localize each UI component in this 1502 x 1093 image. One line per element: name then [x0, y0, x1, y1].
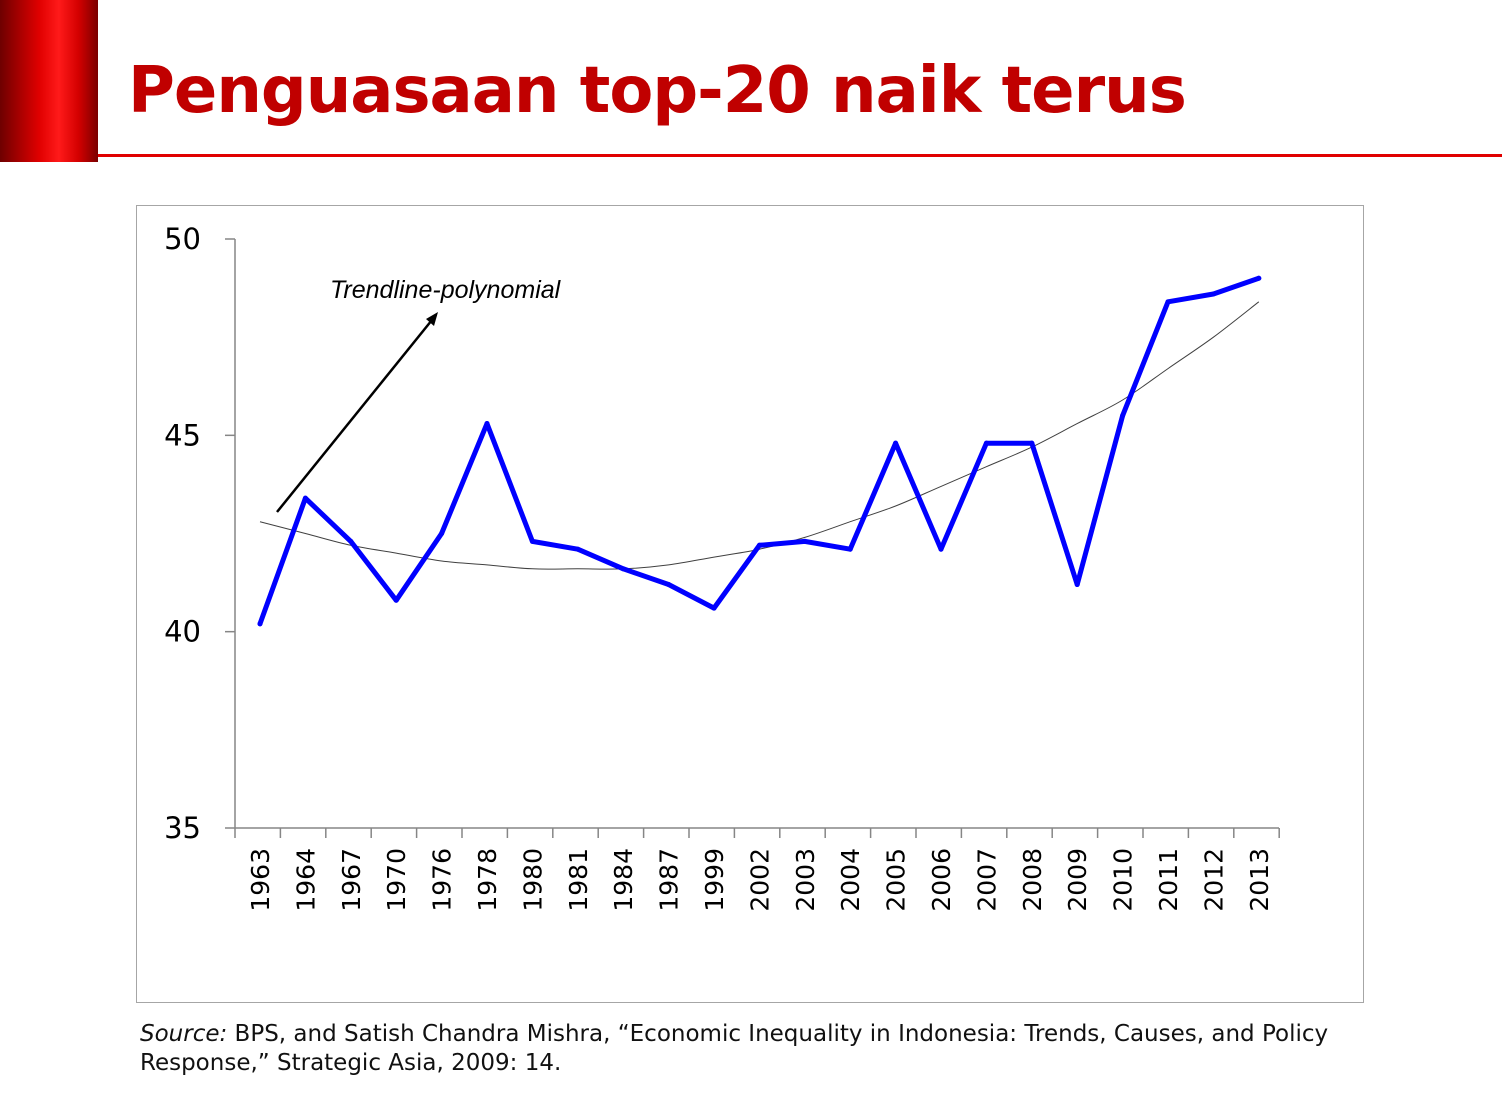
data-point — [802, 538, 808, 544]
data-point — [983, 440, 989, 446]
series-line — [257, 275, 1262, 627]
x-tick-label: 1967 — [337, 848, 366, 912]
x-tick-label: 1987 — [655, 848, 684, 912]
x-tick-label: 2009 — [1063, 848, 1092, 912]
x-tick-label: 1999 — [700, 848, 729, 912]
data-point — [1120, 413, 1126, 419]
x-tick-label: 2010 — [1109, 848, 1138, 912]
x-tick-label: 2002 — [745, 848, 774, 912]
data-point — [302, 495, 308, 501]
y-tick-label: 35 — [164, 811, 201, 845]
data-point — [1165, 299, 1171, 305]
source-text: BPS, and Satish Chandra Mishra, “Economi… — [140, 1021, 1329, 1076]
x-tick-label: 2007 — [972, 848, 1001, 912]
x-tick-label: 1980 — [518, 848, 547, 912]
line-chart: 50 45 40 35 1963 1964 1967 1970 1976 1978 1980 198… — [164, 222, 1280, 912]
x-tick-label: 1964 — [291, 848, 320, 912]
data-point — [938, 546, 944, 552]
data-point — [393, 597, 399, 603]
data-point — [348, 538, 354, 544]
data-point — [1074, 582, 1080, 588]
x-tick-label: 2012 — [1199, 848, 1228, 912]
title-underline — [98, 154, 1502, 157]
x-tick-label: 1978 — [473, 848, 502, 912]
data-point — [575, 546, 581, 552]
data-point — [893, 440, 899, 446]
x-tick-label: 2008 — [1018, 848, 1047, 912]
source-label: Source: — [140, 1021, 228, 1047]
title-accent-block — [0, 0, 98, 162]
data-point — [756, 542, 762, 548]
data-point — [439, 531, 445, 536]
x-tick-label: 1976 — [428, 848, 457, 912]
x-tick-label: 2004 — [836, 848, 865, 912]
data-point — [257, 621, 263, 627]
trendline-polynomial — [259, 301, 1260, 570]
x-tick-label: 1984 — [609, 848, 638, 912]
data-point — [847, 546, 853, 552]
data-point — [666, 582, 672, 588]
source-citation: Source: BPS, and Satish Chandra Mishra, … — [140, 1020, 1440, 1078]
data-point — [1029, 440, 1035, 446]
data-point — [1210, 291, 1216, 297]
y-tick-label: 45 — [164, 418, 201, 452]
data-point — [1256, 275, 1262, 281]
x-tick-label: 2003 — [791, 848, 820, 912]
data-point — [711, 605, 717, 611]
x-tick-label: 1981 — [564, 848, 593, 912]
y-tick-label: 40 — [164, 615, 201, 649]
x-tick-label: 2006 — [927, 848, 956, 912]
data-point — [620, 566, 626, 572]
trendline-arrow-head — [426, 312, 438, 326]
x-tick-label: 2013 — [1245, 848, 1274, 912]
data-point — [529, 538, 535, 544]
slide-title: Penguasaan top-20 naik terus — [128, 54, 1187, 128]
x-tick-label: 2005 — [882, 848, 911, 912]
x-tick-label: 2011 — [1154, 848, 1183, 912]
x-tick-label: 1963 — [246, 848, 275, 912]
chart-frame: 50 45 40 35 1963 1964 1967 1970 1976 1978 1980 198… — [136, 205, 1364, 1003]
data-point — [484, 421, 490, 427]
trendline-label: Trendline-polynomial — [330, 276, 562, 304]
y-tick-label: 50 — [164, 222, 201, 256]
x-tick-label: 1970 — [382, 848, 411, 912]
trendline-arrow — [276, 314, 437, 513]
